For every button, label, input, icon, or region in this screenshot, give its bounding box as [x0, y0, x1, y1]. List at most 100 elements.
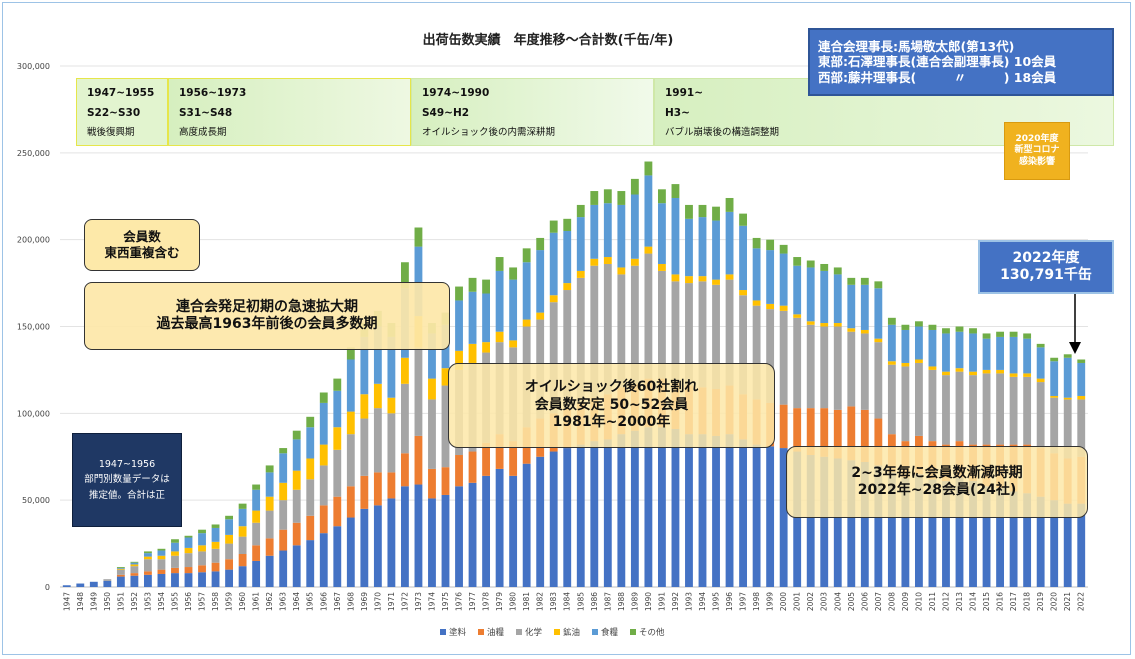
period-years: 1956~1973 [179, 87, 247, 99]
members-line: 東西重複含む [104, 245, 180, 260]
bar-segment [455, 300, 463, 351]
bar-segment [725, 434, 734, 587]
x-tick-label: 1948 [76, 592, 85, 611]
x-tick-label: 1982 [536, 592, 545, 611]
bar-segment [482, 279, 491, 294]
bar-segment [752, 237, 761, 249]
bar-segment [319, 402, 328, 445]
bar-segment [657, 189, 666, 204]
x-tick-label: 1993 [684, 592, 693, 611]
bar-segment [617, 434, 626, 587]
x-tick-label: 2005 [847, 592, 856, 611]
estimate-line: 部門別数量データは [84, 474, 170, 486]
bar-segment [982, 369, 991, 374]
bar-segment [630, 430, 639, 587]
bar-segment [306, 427, 315, 459]
bar-segment [576, 217, 585, 271]
bar-segment [116, 574, 125, 577]
x-tick-label: 2016 [996, 592, 1005, 611]
bar-segment [414, 246, 423, 317]
bar-segment [576, 444, 585, 587]
bar-segment [387, 336, 396, 398]
period-label: 戦後復興期 [87, 127, 135, 138]
bar-segment [198, 572, 206, 587]
bar-segment [603, 257, 612, 264]
bar-segment [157, 573, 166, 587]
bar-segment [171, 573, 179, 587]
bar-segment [942, 328, 950, 334]
y-tick-label: 50,000 [22, 496, 50, 505]
bar-segment [725, 197, 734, 212]
legend-swatch [630, 629, 636, 635]
x-tick-label: 2019 [1036, 592, 1045, 611]
bar-segment [333, 526, 342, 587]
bar-segment [238, 508, 247, 527]
bar-segment [752, 305, 761, 400]
latest-total-box: 2022年度 130,791千缶 [978, 240, 1114, 294]
bar-segment [874, 418, 883, 466]
bar-segment [1009, 491, 1018, 587]
period-years: 1947~1955 [87, 87, 155, 99]
bar-segment [130, 573, 139, 576]
bar-segment [712, 206, 720, 221]
bar-segment [549, 220, 558, 233]
x-tick-label: 1985 [576, 592, 585, 611]
bar-segment [982, 338, 991, 370]
x-tick-label: 1986 [590, 592, 599, 611]
bar-segment [887, 364, 896, 435]
bar-segment [928, 369, 937, 442]
bar-segment [238, 503, 247, 509]
x-tick-label: 1966 [319, 592, 328, 611]
bar-segment [184, 547, 193, 554]
bar-segment [685, 434, 693, 587]
bar-segment [563, 283, 572, 291]
bar-segment [1050, 395, 1059, 398]
bar-segment [495, 434, 504, 469]
bar-segment [482, 442, 491, 476]
x-tick-label: 2014 [969, 592, 978, 611]
x-tick-label: 1957 [198, 592, 207, 611]
y-tick-label: 100,000 [17, 409, 50, 418]
bar-segment [89, 581, 98, 587]
bar-segment [509, 475, 518, 587]
bar-segment [346, 359, 355, 412]
oilshock-era-box: オイルショック後60社割れ 会員数安定 50~52会員 1981年~2000年 [448, 363, 775, 448]
bar-segment [833, 326, 842, 410]
bar-segment [603, 203, 612, 258]
bar-segment [955, 326, 964, 332]
bar-segment [252, 560, 261, 587]
bar-segment [712, 279, 720, 285]
x-tick-label: 1980 [509, 592, 518, 611]
bar-segment [414, 435, 423, 485]
x-tick-label: 2015 [982, 592, 991, 611]
bar-segment [1063, 397, 1072, 400]
x-tick-label: 1973 [414, 592, 423, 611]
bar-segment [198, 545, 206, 552]
bar-segment [603, 263, 612, 395]
bar-segment [279, 453, 288, 483]
estimate-line: 推定値。合計は正 [88, 489, 165, 501]
bar-segment [942, 333, 950, 372]
bar-segment [130, 566, 139, 574]
bar-segment [644, 175, 653, 247]
x-tick-label: 1956 [184, 592, 193, 611]
bar-segment [766, 303, 775, 310]
period-label: 高度成長期 [179, 127, 227, 138]
bar-segment [590, 265, 599, 398]
bar-segment [103, 580, 112, 587]
bar-segment [468, 343, 477, 363]
bar-segment [1023, 333, 1032, 339]
bar-segment [333, 378, 342, 391]
x-tick-label: 1992 [671, 592, 680, 611]
bar-segment [590, 258, 599, 266]
bar-segment [874, 342, 883, 419]
bar-segment [739, 225, 748, 291]
bar-segment [779, 253, 788, 306]
bar-segment [387, 498, 396, 587]
members-note-box: 会員数 東西重複含む [84, 219, 200, 271]
estimate-line: 1947~1956 [98, 459, 156, 471]
bar-segment [143, 571, 152, 575]
x-tick-label: 1963 [279, 592, 288, 611]
bar-segment [116, 567, 125, 569]
bar-segment [860, 329, 869, 334]
